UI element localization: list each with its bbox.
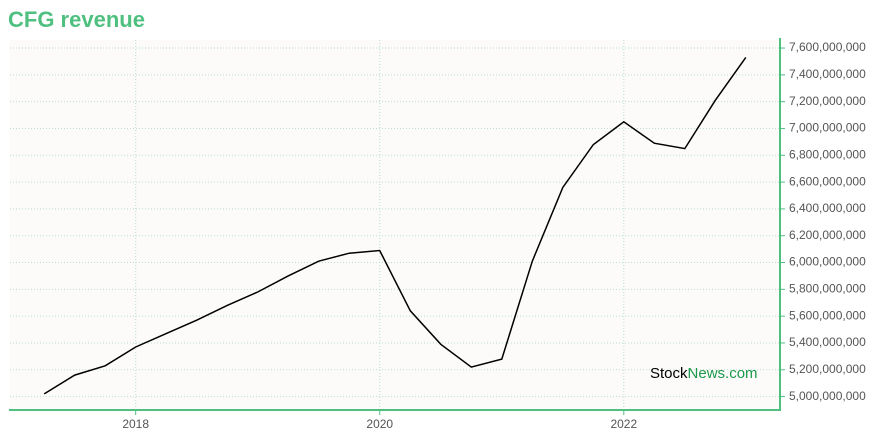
y-tick-label: 5,200,000,000 (789, 362, 866, 376)
y-tick-label: 6,000,000,000 (789, 255, 866, 269)
x-tick-label: 2022 (610, 417, 637, 431)
chart-title: CFG revenue (8, 7, 145, 32)
y-tick-label: 7,200,000,000 (789, 94, 866, 108)
x-tick-label: 2020 (366, 417, 393, 431)
y-tick-label: 5,000,000,000 (789, 389, 866, 403)
watermark-part: Stock (650, 365, 688, 382)
y-tick-label: 5,600,000,000 (789, 308, 866, 322)
watermark-part: News.com (688, 365, 758, 382)
plot-area (10, 40, 780, 410)
y-tick-label: 7,000,000,000 (789, 121, 866, 135)
watermark: StockNews.com (650, 365, 758, 382)
y-tick-label: 5,400,000,000 (789, 335, 866, 349)
y-tick-label: 6,400,000,000 (789, 201, 866, 215)
y-tick-label: 7,600,000,000 (789, 40, 866, 54)
y-tick-label: 6,600,000,000 (789, 174, 866, 188)
y-tick-label: 6,800,000,000 (789, 147, 866, 161)
y-tick-label: 6,200,000,000 (789, 228, 866, 242)
y-tick-label: 7,400,000,000 (789, 67, 866, 81)
y-tick-label: 5,800,000,000 (789, 282, 866, 296)
line-series (43, 56, 747, 395)
x-tick-label: 2018 (122, 417, 149, 431)
